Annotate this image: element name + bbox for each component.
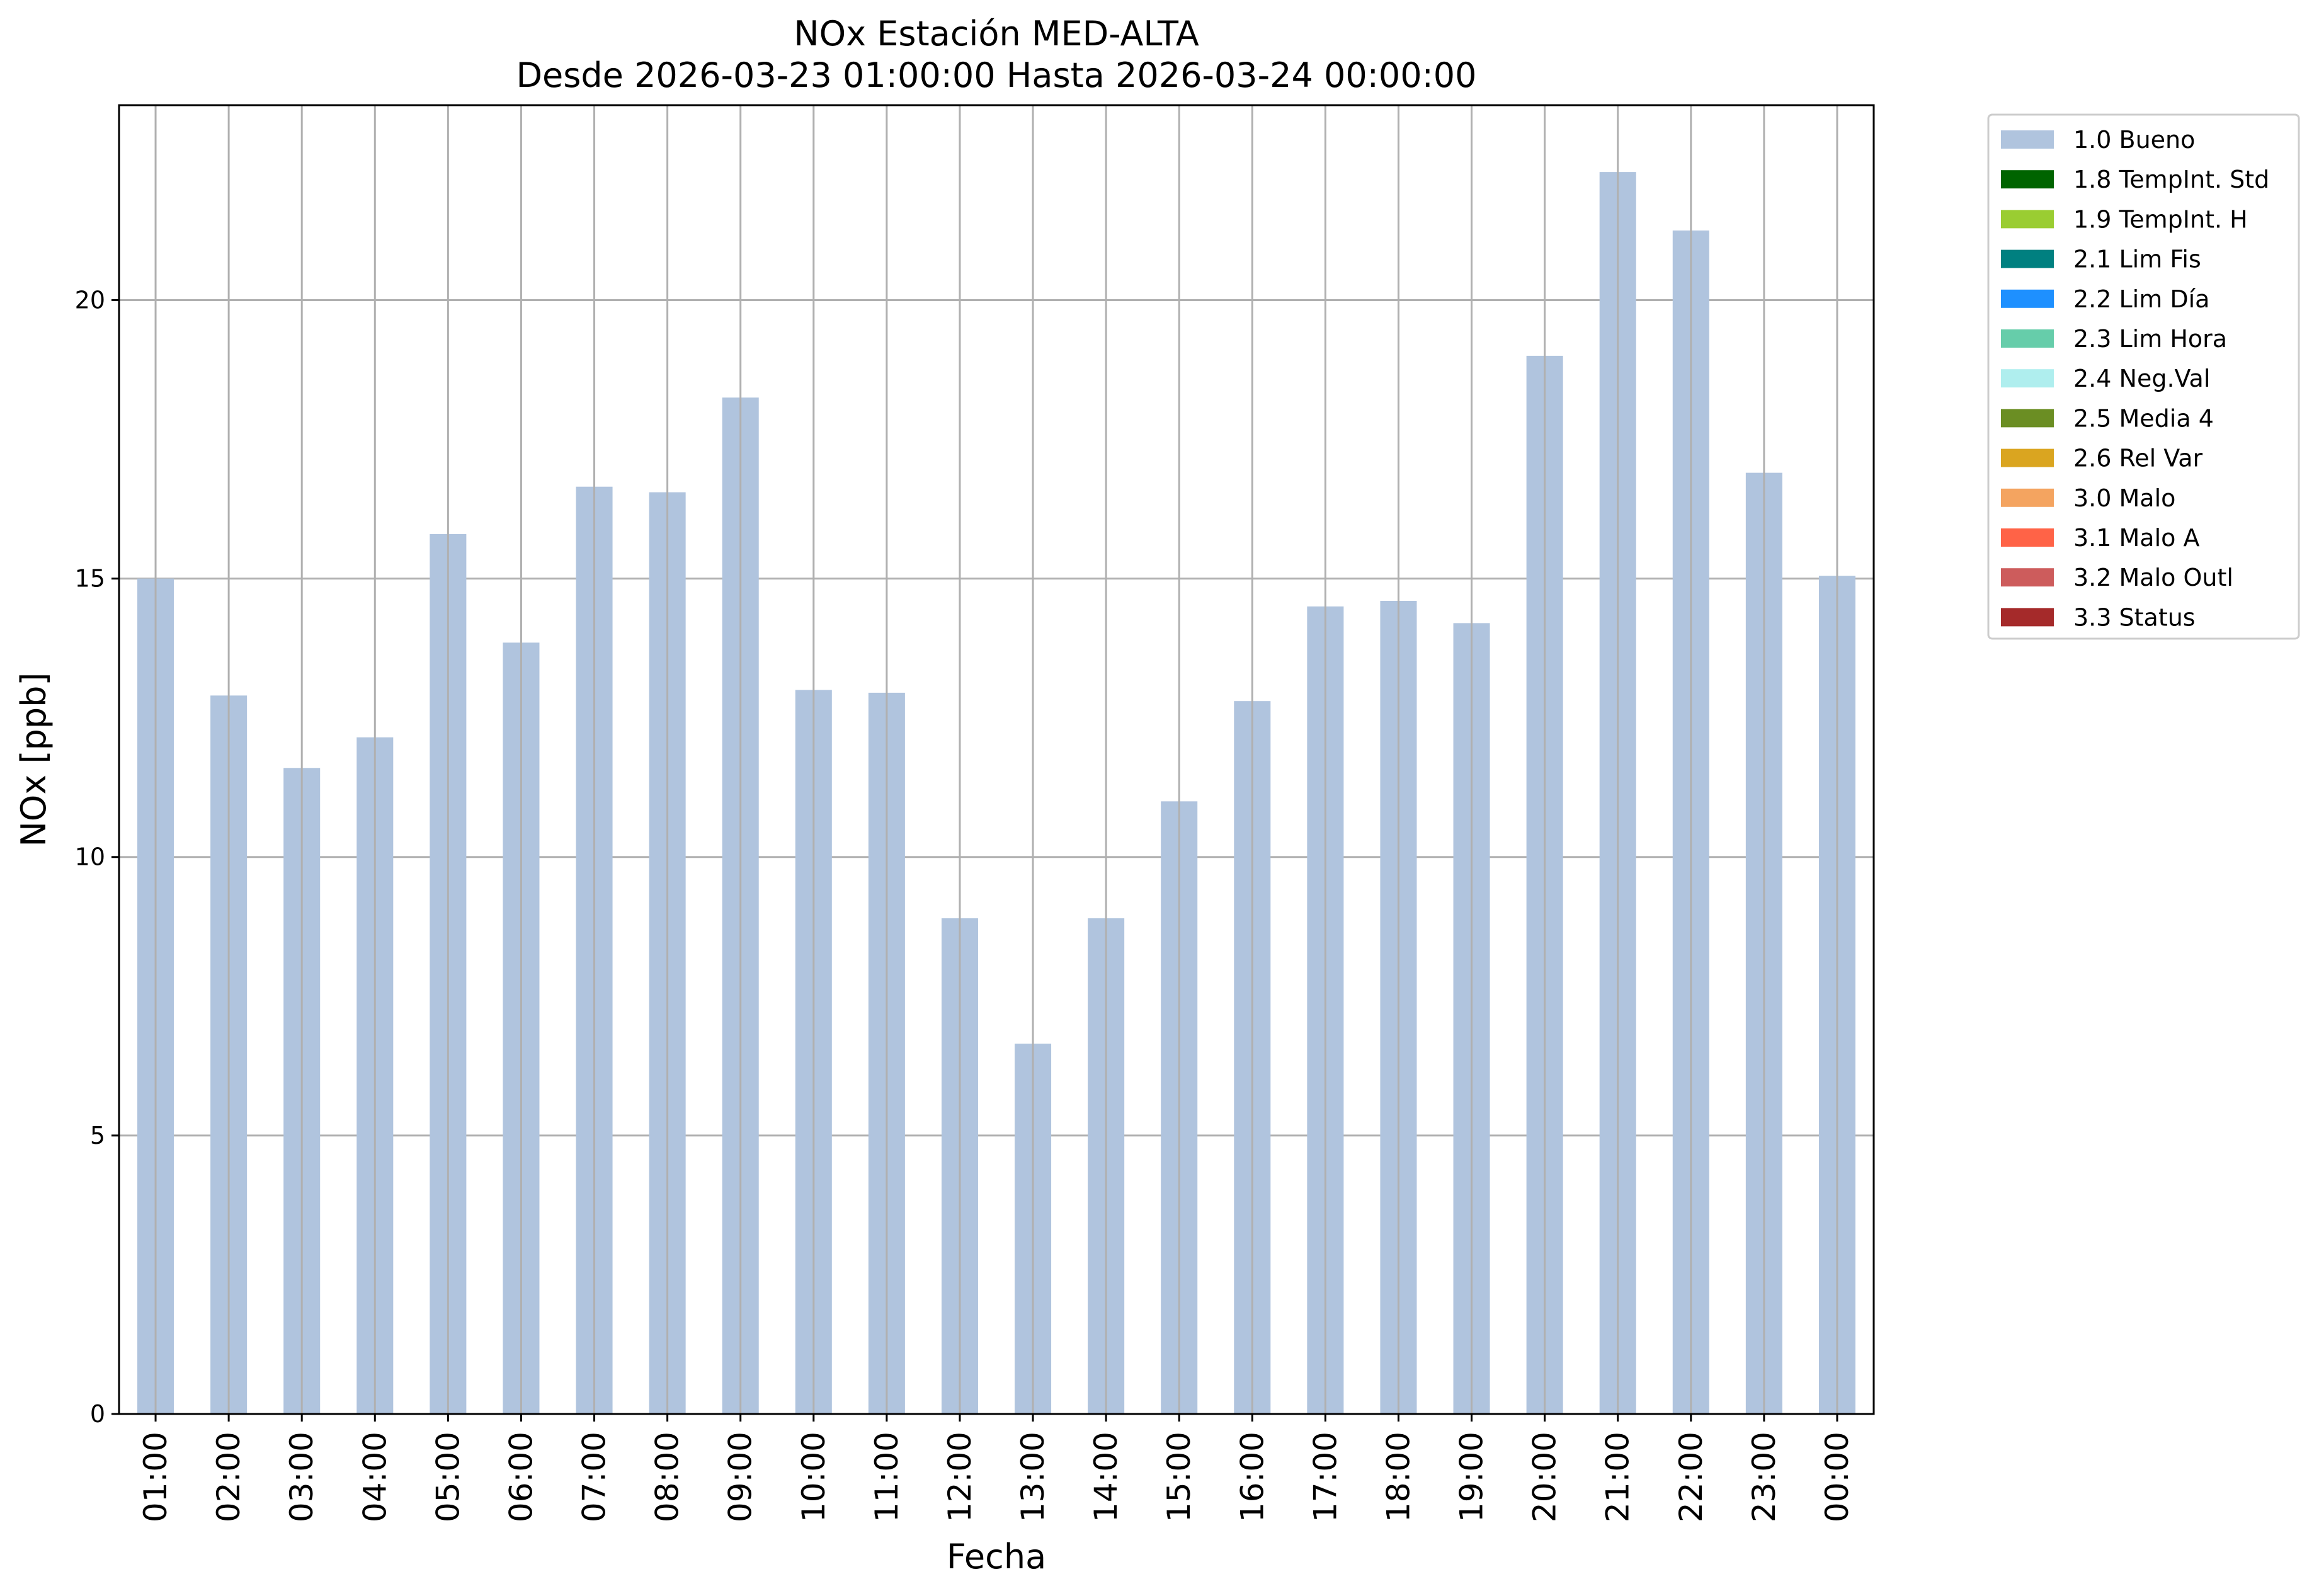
x-tick-label: 19:00	[1454, 1432, 1490, 1522]
legend-label: 2.6 Rel Var	[2073, 445, 2203, 472]
y-tick-label: 0	[90, 1400, 105, 1428]
legend-items: 1.0 Bueno 1.8 TempInt. Std 1.9 TempInt. H 2…	[2001, 126, 2269, 631]
y-tick-label: 15	[75, 565, 105, 593]
legend-swatch	[2001, 210, 2054, 229]
legend-frame	[1987, 113, 2300, 640]
legend-swatch	[2001, 130, 2054, 149]
legend-label: 2.4 Neg.Val	[2073, 365, 2210, 392]
legend-swatch	[2001, 249, 2054, 268]
legend-swatch	[2001, 170, 2054, 189]
x-tick-label: 15:00	[1161, 1432, 1197, 1522]
legend-label: 3.2 Malo Outl	[2073, 564, 2233, 591]
x-tick-label: 21:00	[1600, 1432, 1636, 1522]
x-tick-label: 03:00	[283, 1432, 320, 1522]
x-tick-label: 20:00	[1527, 1432, 1563, 1522]
x-tick-label: 05:00	[430, 1432, 466, 1522]
x-tick-label: 16:00	[1234, 1432, 1270, 1522]
legend-label: 1.9 TempInt. H	[2073, 205, 2248, 233]
x-tick-label: 12:00	[942, 1432, 978, 1522]
x-tick-label: 06:00	[503, 1432, 539, 1522]
x-tick-label: 10:00	[795, 1432, 832, 1522]
y-ticks: 0 5 10 15 20	[75, 286, 119, 1428]
x-tick-label: 01:00	[137, 1432, 174, 1522]
y-tick-label: 10	[75, 843, 105, 871]
legend: 1.0 Bueno 1.8 TempInt. Std 1.9 TempInt. H 2…	[1987, 113, 2300, 640]
legend-label: 2.1 Lim Fis	[2073, 246, 2201, 273]
legend-swatch	[2001, 448, 2054, 467]
chart-subtitle: Desde 2026-03-23 01:00:00 Hasta 2026-03-…	[516, 55, 1476, 95]
x-tick-label: 09:00	[722, 1432, 759, 1522]
plot-frame	[118, 104, 1875, 1415]
x-gridlines	[154, 105, 1838, 1414]
legend-label: 3.1 Malo A	[2073, 524, 2199, 552]
legend-label: 2.2 Lim Día	[2073, 285, 2209, 313]
legend-swatch	[2001, 329, 2054, 348]
legend-label: 1.8 TempInt. Std	[2073, 166, 2269, 193]
x-tick-label: 22:00	[1673, 1432, 1709, 1522]
legend-swatch	[2001, 608, 2054, 627]
legend-swatch	[2001, 289, 2054, 308]
y-tick-label: 20	[75, 286, 105, 314]
x-ticks: 01:00 02:00 03:00 04:00 05:00 06:00 07:00 08:00…	[137, 1414, 1855, 1522]
legend-swatch	[2001, 369, 2054, 388]
y-axis-label: NOx [ppb]	[14, 673, 54, 847]
legend-swatch	[2001, 488, 2054, 507]
x-tick-label: 17:00	[1307, 1432, 1343, 1522]
x-axis-label: Fecha	[947, 1537, 1046, 1576]
legend-swatch	[2001, 568, 2054, 587]
legend-label: 3.0 Malo	[2073, 484, 2175, 512]
x-tick-label: 00:00	[1819, 1432, 1855, 1522]
x-tick-label: 04:00	[356, 1432, 393, 1522]
legend-label: 1.0 Bueno	[2073, 126, 2195, 154]
legend-swatch	[2001, 528, 2054, 547]
x-tick-label: 13:00	[1015, 1432, 1051, 1522]
x-tick-label: 11:00	[869, 1432, 905, 1522]
x-tick-label: 18:00	[1380, 1432, 1416, 1522]
y-tick-label: 5	[90, 1122, 105, 1149]
legend-label: 2.5 Media 4	[2073, 404, 2214, 432]
legend-swatch	[2001, 409, 2054, 428]
x-tick-label: 02:00	[210, 1432, 247, 1522]
x-tick-label: 07:00	[576, 1432, 613, 1522]
x-tick-label: 23:00	[1746, 1432, 1782, 1522]
x-tick-label: 08:00	[649, 1432, 686, 1522]
legend-label: 2.3 Lim Hora	[2073, 325, 2227, 353]
chart-title: NOx Estación MED-ALTA	[794, 14, 1199, 54]
x-tick-label: 14:00	[1088, 1432, 1124, 1522]
legend-label: 3.3 Status	[2073, 603, 2196, 631]
